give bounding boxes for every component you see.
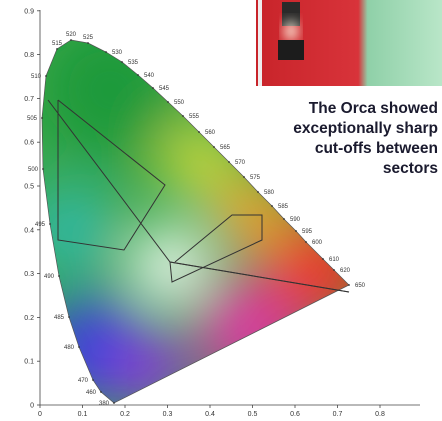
- wavelength-label: 485: [54, 315, 65, 321]
- spectral-locus: [41, 39, 350, 404]
- locus-point: [70, 39, 72, 41]
- wavelength-label: 595: [302, 229, 313, 235]
- caption: The Orca showed exceptionally sharp cut-of…: [293, 100, 438, 177]
- y-tick-label: 0.8: [24, 52, 34, 59]
- wavelength-label: 515: [52, 41, 63, 47]
- wavelength-label: 550: [174, 100, 185, 106]
- locus-point: [121, 61, 123, 63]
- locus-point: [228, 161, 230, 163]
- wavelength-label: 535: [128, 60, 139, 66]
- x-tick-label: 0.4: [205, 411, 215, 418]
- locus-point: [271, 205, 273, 207]
- locus-point: [305, 241, 307, 243]
- locus-point: [295, 230, 297, 232]
- wavelength-label: 600: [312, 240, 323, 246]
- locus-point: [105, 51, 107, 53]
- locus-point: [322, 258, 324, 260]
- locus-point: [348, 284, 350, 286]
- x-tick-label: 0: [38, 411, 42, 418]
- y-tick-label: 0.7: [24, 96, 34, 103]
- locus-point: [243, 176, 245, 178]
- y-tick-label: 0.2: [24, 315, 34, 322]
- y-tick-label: 0.4: [24, 227, 34, 234]
- locus-point: [78, 346, 80, 348]
- locus-point: [257, 191, 259, 193]
- wavelength-label: 540: [144, 73, 155, 79]
- wavelength-label: 555: [189, 114, 200, 120]
- sector-outlines: [47, 99, 350, 293]
- y-tick-label: 0.6: [24, 140, 34, 147]
- wavelength-label: 510: [31, 74, 42, 80]
- wavelength-label: 520: [66, 32, 77, 38]
- caption-line: The Orca showed: [309, 100, 438, 117]
- x-tick-label: 0.6: [290, 411, 300, 418]
- caption-line: exceptionally sharp: [293, 120, 438, 137]
- locus-point: [42, 168, 44, 170]
- x-tick-label: 0.3: [163, 411, 173, 418]
- locus-point: [182, 115, 184, 117]
- locus-point: [45, 75, 47, 77]
- locus-point: [56, 48, 58, 50]
- x-tick-label: 0.8: [375, 411, 385, 418]
- y-tick-label: 0.1: [24, 359, 34, 366]
- caption-line: sectors: [383, 160, 438, 177]
- locus-point: [49, 223, 51, 225]
- y-tick-label: 0.3: [24, 271, 34, 278]
- wavelength-label: 380: [99, 401, 110, 407]
- locus-point: [58, 275, 60, 277]
- wavelength-label: 470: [78, 378, 89, 384]
- wavelength-label: 620: [340, 268, 351, 274]
- y-tick-label: 0.5: [24, 184, 34, 191]
- wavelength-label: 575: [250, 175, 261, 181]
- locus-point: [152, 87, 154, 89]
- wavelength-label: 495: [35, 222, 46, 228]
- wavelength-label: 580: [264, 190, 275, 196]
- wavelength-label: 565: [220, 145, 231, 151]
- wavelength-label: 490: [44, 274, 55, 280]
- locus-point: [87, 42, 89, 44]
- wavelength-label: 530: [112, 50, 123, 56]
- ticks: 0 0.1 0.2 0.3 0.4 0.5 0.6 0.7 0.8 0 0.1 0.2 0.3 0.4 0.…: [24, 8, 385, 418]
- caption-line: cut-offs between: [315, 140, 438, 157]
- wavelength-label: 480: [64, 345, 75, 351]
- locus-point: [333, 269, 335, 271]
- wavelength-label: 505: [27, 116, 38, 122]
- photo-inset: [256, 0, 442, 86]
- wavelength-label: 570: [235, 160, 246, 166]
- locus-point: [283, 218, 285, 220]
- wavelength-label: 560: [205, 130, 216, 136]
- wavelength-label: 650: [355, 283, 366, 289]
- y-tick-label: 0: [30, 403, 34, 410]
- x-tick-label: 0.2: [120, 411, 130, 418]
- wavelength-label: 460: [86, 390, 97, 396]
- locus-point: [167, 101, 169, 103]
- locus-point: [213, 146, 215, 148]
- x-tick-label: 0.1: [78, 411, 88, 418]
- locus-point: [92, 379, 94, 381]
- y-tick-label: 0.9: [24, 8, 34, 15]
- locus-point: [113, 402, 115, 404]
- locus-point: [41, 117, 43, 119]
- wavelength-label: 610: [329, 257, 340, 263]
- locus-point: [137, 74, 139, 76]
- wavelength-label: 500: [28, 167, 39, 173]
- wavelength-label: 590: [290, 217, 301, 223]
- x-tick-label: 0.5: [248, 411, 258, 418]
- x-tick-label: 0.7: [333, 411, 343, 418]
- wavelength-label: 585: [278, 204, 289, 210]
- locus-point: [68, 316, 70, 318]
- locus-point: [198, 131, 200, 133]
- wavelength-label: 525: [83, 35, 94, 41]
- wavelength-label: 545: [159, 86, 170, 92]
- locus-point: [100, 391, 102, 393]
